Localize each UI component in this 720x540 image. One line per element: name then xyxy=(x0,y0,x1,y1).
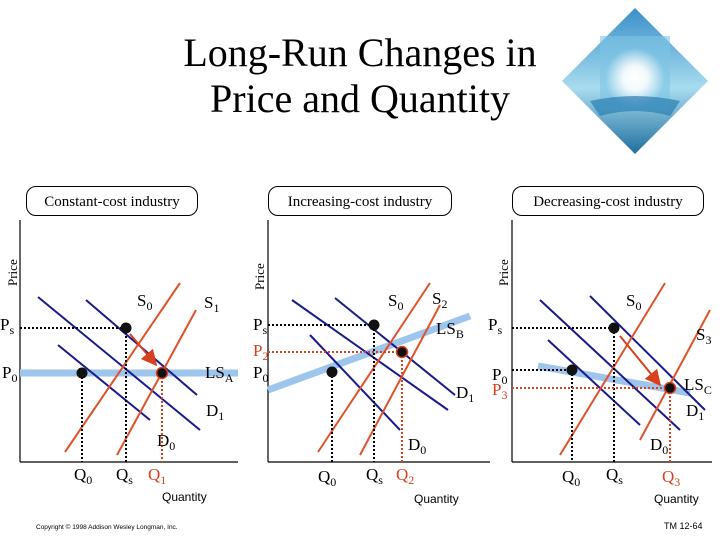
p1-point-short-run xyxy=(120,322,132,334)
p2-demand-d1 xyxy=(334,297,456,396)
p3-point-initial xyxy=(566,364,578,376)
slide-number: TM 12-64 xyxy=(664,521,703,531)
p2-label-s0: S0 xyxy=(388,291,403,313)
p1-label-d1: D1 xyxy=(206,401,224,423)
p1-point-initial xyxy=(76,367,88,379)
p3-label-ps: Ps xyxy=(488,315,502,337)
p3-label-d1: D1 xyxy=(686,401,704,423)
p1-demand-d1a xyxy=(57,344,151,421)
p2-label-ps: Ps xyxy=(253,315,267,337)
p3-arrow xyxy=(619,335,662,387)
p1-supply-s1 xyxy=(116,309,197,456)
p1-label-p0: P0 xyxy=(2,363,17,385)
p3-label-p3: P3 xyxy=(492,380,507,402)
ocean-sun-image xyxy=(562,8,708,154)
p1-arrow xyxy=(129,333,158,367)
p1-label-ps: Ps xyxy=(0,315,14,337)
p2-label-s2: S2 xyxy=(432,289,447,311)
p2-point-short-run xyxy=(368,319,380,331)
p3-supply-s3 xyxy=(639,309,711,441)
p2-point-final xyxy=(395,345,409,359)
p2-label-d0: D0 xyxy=(408,435,426,457)
slide-title: Long-Run Changes in Price and Quantity xyxy=(100,30,620,122)
p3-label-d0: D0 xyxy=(650,435,668,457)
p1-label-q0: Q0 xyxy=(74,465,92,487)
p2-label-q0: Q0 xyxy=(318,467,336,489)
panel-decreasing-cost xyxy=(511,220,712,463)
p3-label-q3: Q3 xyxy=(662,467,680,489)
panel-label-increasing: Increasing-cost industry xyxy=(268,186,452,216)
p2-point-initial xyxy=(326,366,338,378)
p1-xlabel: Quantity xyxy=(162,490,207,504)
p2-label-p2: P2 xyxy=(253,341,268,363)
panel-constant-cost xyxy=(19,220,238,463)
p1-label-qs: Qs xyxy=(116,465,133,487)
p1-label-lsa: LSA xyxy=(205,363,234,385)
p1-point-final xyxy=(155,366,169,380)
panel-increasing-cost xyxy=(266,220,490,463)
p2-label-d1: D1 xyxy=(456,383,474,405)
p3-demand-d1 xyxy=(589,295,706,411)
p3-label-lsc: LSC xyxy=(684,375,712,397)
copyright-notice: Copyright © 1998 Addison Wesley Longman,… xyxy=(36,524,178,531)
p2-label-qs: Qs xyxy=(366,465,383,487)
p1-label-s0: S0 xyxy=(137,291,152,313)
p2-label-lsb: LSB xyxy=(436,319,464,341)
p3-demand-d1a xyxy=(547,339,641,426)
p2-demand-d0 xyxy=(291,299,449,411)
p3-label-s0: S0 xyxy=(626,291,641,313)
p3-point-final xyxy=(663,381,677,395)
p1-supply-s0 xyxy=(64,282,181,453)
p3-label-qs: Qs xyxy=(606,465,623,487)
p3-label-q0: Q0 xyxy=(562,467,580,489)
p3-xlabel: Quantity xyxy=(654,492,699,506)
p1-label-q1: Q1 xyxy=(148,465,166,487)
title-line-1: Long-Run Changes in xyxy=(183,30,537,75)
p1-label-d0: D0 xyxy=(157,431,175,453)
p3-supply-s0 xyxy=(559,282,666,456)
title-line-2: Price and Quantity xyxy=(210,76,510,121)
p2-supply-s0 xyxy=(317,282,431,453)
p3-label-p0: P0 xyxy=(492,365,507,387)
p2-label-q2: Q2 xyxy=(396,465,414,487)
p1-label-s1: S1 xyxy=(204,293,219,315)
panel-label-decreasing: Decreasing-cost industry xyxy=(512,186,704,216)
p2-xlabel: Quantity xyxy=(414,492,459,506)
p3-label-s3: S3 xyxy=(696,325,711,347)
p1-demand-d0 xyxy=(37,296,201,431)
p2-label-p0: P0 xyxy=(253,363,268,385)
p2-demand-d1a xyxy=(309,334,401,431)
p3-point-short-run xyxy=(608,322,620,334)
panel-label-constant: Constant-cost industry xyxy=(26,186,198,216)
